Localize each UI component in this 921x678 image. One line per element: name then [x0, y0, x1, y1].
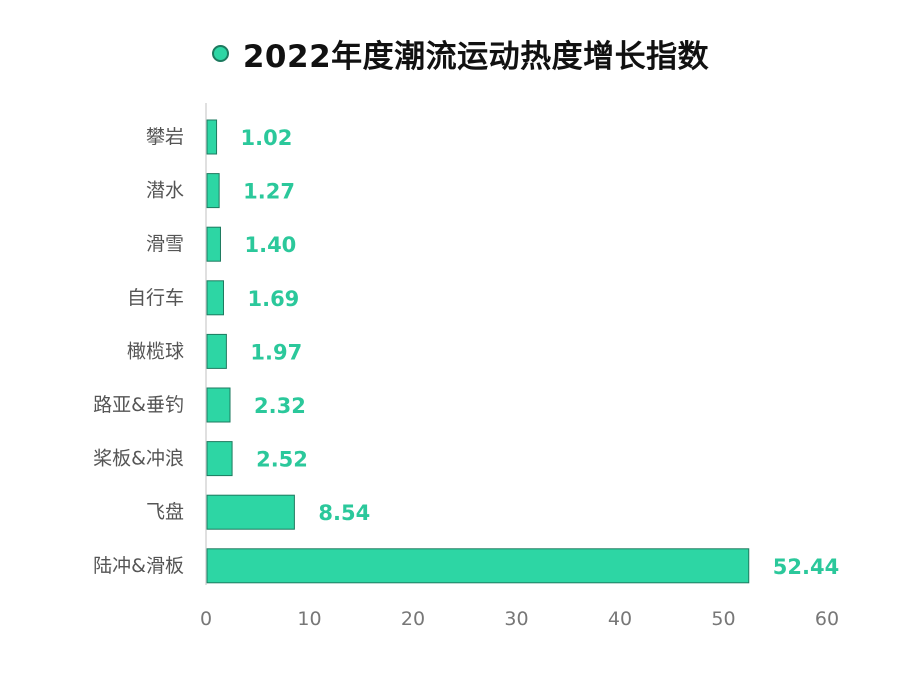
value-label: 1.69 [247, 287, 299, 311]
category-label: 攀岩 [146, 126, 184, 148]
value-label: 1.97 [250, 340, 302, 364]
chart-title: 2022年度潮流运动热度增长指数 [242, 38, 710, 75]
x-tick-label: 60 [815, 608, 839, 630]
bar [206, 226, 221, 262]
category-label: 自行车 [127, 287, 184, 309]
category-label: 路亚&垂钓 [93, 394, 184, 416]
labels-layer: 攀岩 1.02 潜水 1.27 滑雪 1.40 自行车 1.69 橄榄球 1.97 路亚&垂钓 2.3… [93, 126, 839, 579]
legend-marker-icon [211, 44, 229, 62]
value-label: 2.52 [256, 448, 308, 472]
x-ticks-layer: 0 10 20 30 40 50 60 [200, 608, 839, 630]
bar [206, 494, 295, 530]
value-label: 2.32 [254, 394, 306, 418]
value-label: 1.40 [244, 233, 296, 257]
bar [206, 119, 218, 155]
category-label: 潜水 [146, 180, 184, 202]
bar [206, 387, 231, 423]
category-label: 橄榄球 [127, 340, 184, 362]
x-tick-label: 20 [401, 608, 425, 630]
bars-layer [206, 119, 750, 584]
bar [206, 280, 224, 316]
value-label: 52.44 [773, 555, 839, 579]
bar [206, 441, 233, 477]
value-label: 1.02 [241, 126, 293, 150]
x-tick-label: 0 [200, 608, 212, 630]
category-label: 滑雪 [146, 233, 184, 255]
category-label: 陆冲&滑板 [93, 555, 184, 577]
x-tick-label: 30 [504, 608, 528, 630]
chart-title-row: 2022年度潮流运动热度增长指数 [0, 28, 921, 78]
bar [206, 333, 227, 369]
value-label: 8.54 [318, 501, 370, 525]
bar [206, 548, 750, 584]
value-label: 1.27 [243, 180, 295, 204]
x-tick-label: 10 [297, 608, 321, 630]
category-label: 桨板&冲浪 [93, 448, 184, 470]
x-tick-label: 50 [711, 608, 735, 630]
x-tick-label: 40 [608, 608, 632, 630]
category-label: 飞盘 [146, 501, 184, 523]
bar [206, 173, 220, 209]
